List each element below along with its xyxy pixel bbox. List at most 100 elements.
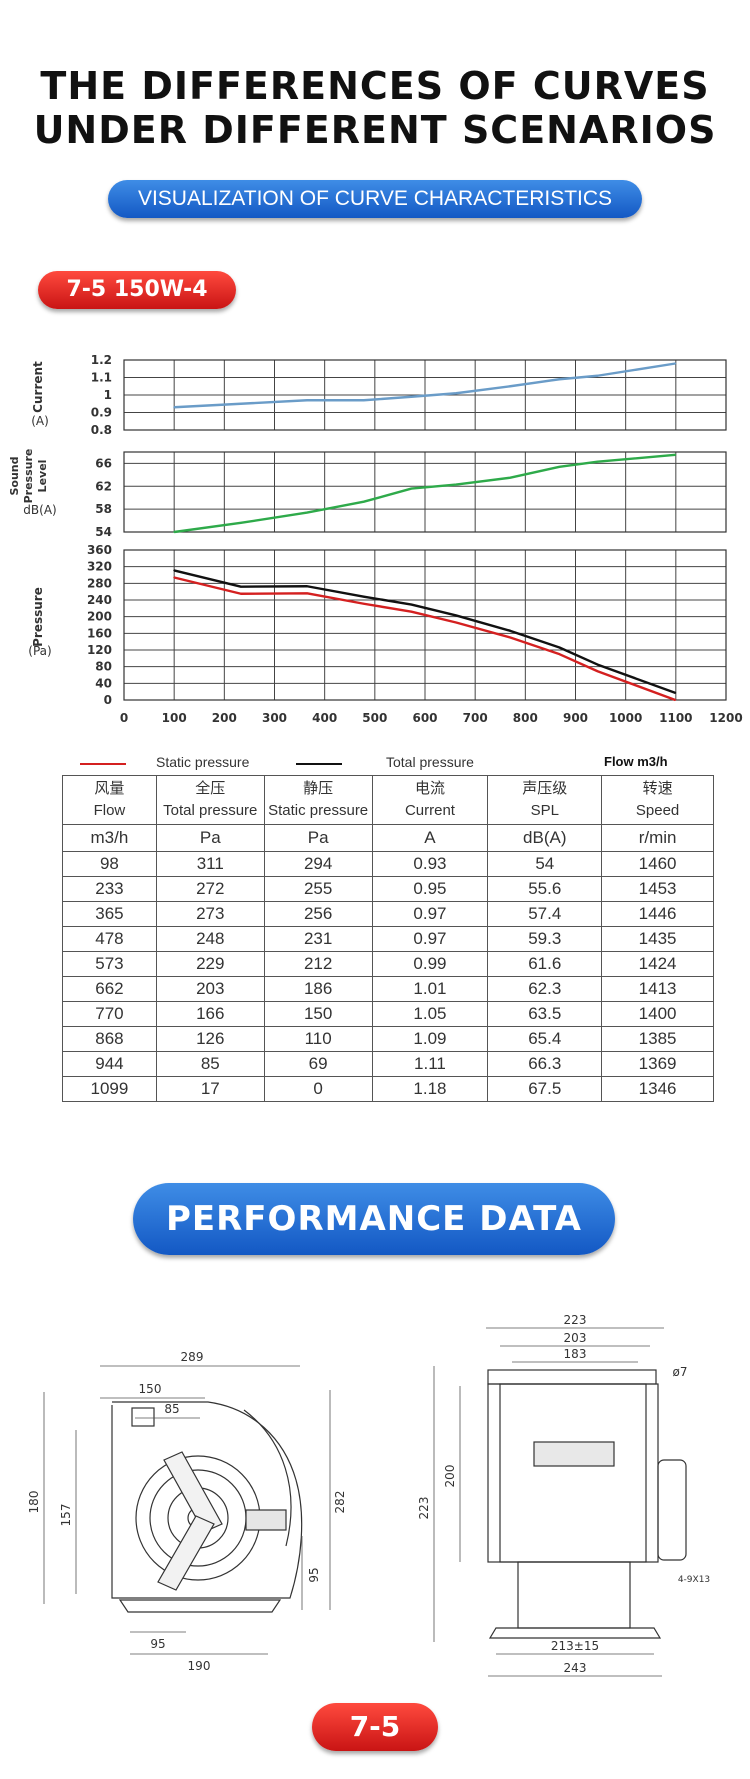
table-cell: 166	[155, 1001, 265, 1027]
performance-data-banner: PERFORMANCE DATA	[133, 1183, 615, 1255]
y-tick-label: 320	[87, 560, 112, 574]
dim-223-side: 223	[417, 1497, 431, 1520]
table-cell: 1446	[601, 901, 714, 927]
y-tick-label: 160	[87, 626, 112, 640]
front-label-plate	[131, 1407, 155, 1427]
legend-total-swatch	[296, 763, 342, 765]
table-cell: 59.3	[487, 926, 603, 952]
series-line-pressure-1	[173, 576, 676, 702]
header-cn: 转速	[642, 780, 673, 797]
dim-282: 282	[333, 1491, 347, 1514]
y-axis-label: Sound	[8, 456, 21, 495]
x-tick-label: 200	[212, 711, 237, 725]
table-unit-cell: Pa	[155, 824, 265, 852]
y-tick-label: 1.2	[91, 353, 112, 367]
data-point	[410, 603, 413, 606]
data-point	[509, 476, 512, 479]
table-unit-cell: Pa	[263, 824, 373, 852]
panel-frame	[123, 359, 727, 431]
data-point	[239, 402, 242, 405]
side-view	[487, 1369, 687, 1639]
dim-203: 203	[564, 1331, 587, 1345]
front-dimensions	[43, 1365, 331, 1655]
side-impeller-opening	[533, 1441, 615, 1467]
data-point	[173, 576, 176, 579]
table-cell: 1400	[601, 1001, 714, 1027]
series-line-current-0	[174, 362, 676, 409]
table-cell: 0	[263, 1076, 373, 1102]
table-cell: 62.3	[487, 976, 603, 1002]
data-point	[239, 592, 242, 595]
y-axis-unit: (A)	[31, 414, 49, 428]
data-point	[173, 531, 176, 533]
y-tick-label: 1.1	[91, 371, 112, 385]
data-point	[306, 511, 309, 514]
dim-slot: 4-9X13	[678, 1575, 710, 1585]
dim-95-vertical: 95	[307, 1567, 321, 1582]
data-point	[674, 699, 677, 701]
data-point	[306, 399, 309, 402]
side-base-plate	[488, 1627, 662, 1639]
table-row: 868 126 110 1.09 65.4 1385	[62, 1026, 714, 1052]
front-bracket-arm-top	[163, 1451, 223, 1533]
x-tick-label: 600	[412, 711, 437, 725]
dim-213: 213±15	[551, 1639, 599, 1653]
table-cell: 868	[62, 1026, 157, 1052]
front-junction-box	[245, 1509, 287, 1531]
front-base-plate	[118, 1599, 282, 1613]
table-row: 770 166 150 1.05 63.5 1400	[62, 1001, 714, 1027]
table-cell: 203	[155, 976, 265, 1002]
table-cell: 233	[62, 876, 157, 902]
table-cell: 1453	[601, 876, 714, 902]
table-header-cell: 电流 Current	[371, 775, 489, 825]
y-tick-label: 58	[95, 502, 112, 516]
table-unit-cell: m3/h	[62, 824, 157, 852]
table-cell: 126	[155, 1026, 265, 1052]
y-tick-label: 120	[87, 643, 112, 657]
data-point	[674, 453, 677, 456]
table-header-cell: 风量 Flow	[62, 775, 157, 825]
series-line-pressure-0	[173, 569, 676, 695]
x-tick-label: 1100	[659, 711, 692, 725]
header-en: Flow	[93, 802, 126, 819]
table-row: 662 203 186 1.01 62.3 1413	[62, 976, 714, 1002]
table-cell: 273	[155, 901, 265, 927]
footer-model-badge: 7-5	[312, 1703, 438, 1751]
front-view	[111, 1401, 303, 1613]
chart-panel-current: 0.8 0.9 1 1.1 1.2 Current(A)	[31, 353, 727, 437]
header-en: Total pressure	[163, 802, 258, 819]
table-cell: 1413	[601, 976, 714, 1002]
table-cell: 0.97	[371, 901, 489, 927]
data-point	[173, 406, 176, 409]
table-cell: 1424	[601, 951, 714, 977]
y-tick-label: 0	[104, 693, 112, 707]
table-cell: 944	[62, 1051, 157, 1077]
table-unit-cell: r/min	[601, 824, 714, 852]
model-badge: 7-5 150W-4	[38, 271, 236, 309]
table-cell: 272	[155, 876, 265, 902]
data-point	[674, 362, 677, 365]
table-cell: 150	[263, 1001, 373, 1027]
table-row: 1099 17 0 1.18 67.5 1346	[62, 1076, 714, 1102]
x-tick-label: 1000	[609, 711, 642, 725]
dim-157: 157	[59, 1504, 73, 1527]
table-cell: 255	[263, 876, 373, 902]
table-row: 478 248 231 0.97 59.3 1435	[62, 926, 714, 952]
y-tick-label: 0.8	[91, 423, 112, 437]
table-cell: 1346	[601, 1076, 714, 1102]
side-top-frame	[487, 1369, 657, 1385]
table-cell: 85	[155, 1051, 265, 1077]
y-tick-label: 360	[87, 543, 112, 557]
data-point	[362, 602, 365, 605]
page-title-line2: UNDER DIFFERENT SCENARIOS	[33, 108, 717, 152]
y-tick-label: 80	[95, 660, 112, 674]
performance-table: 风量 Flow 全压 Total pressure 静压 Static pressure 电…	[62, 775, 714, 1102]
table-cell: 65.4	[487, 1026, 603, 1052]
table-cell: 1385	[601, 1026, 714, 1052]
y-tick-label: 240	[87, 593, 112, 607]
subtitle-banner: VISUALIZATION OF CURVE CHARACTERISTICS	[108, 180, 642, 218]
dim-180: 180	[27, 1491, 41, 1514]
y-tick-label: 54	[95, 525, 112, 539]
table-cell: 98	[62, 851, 157, 877]
